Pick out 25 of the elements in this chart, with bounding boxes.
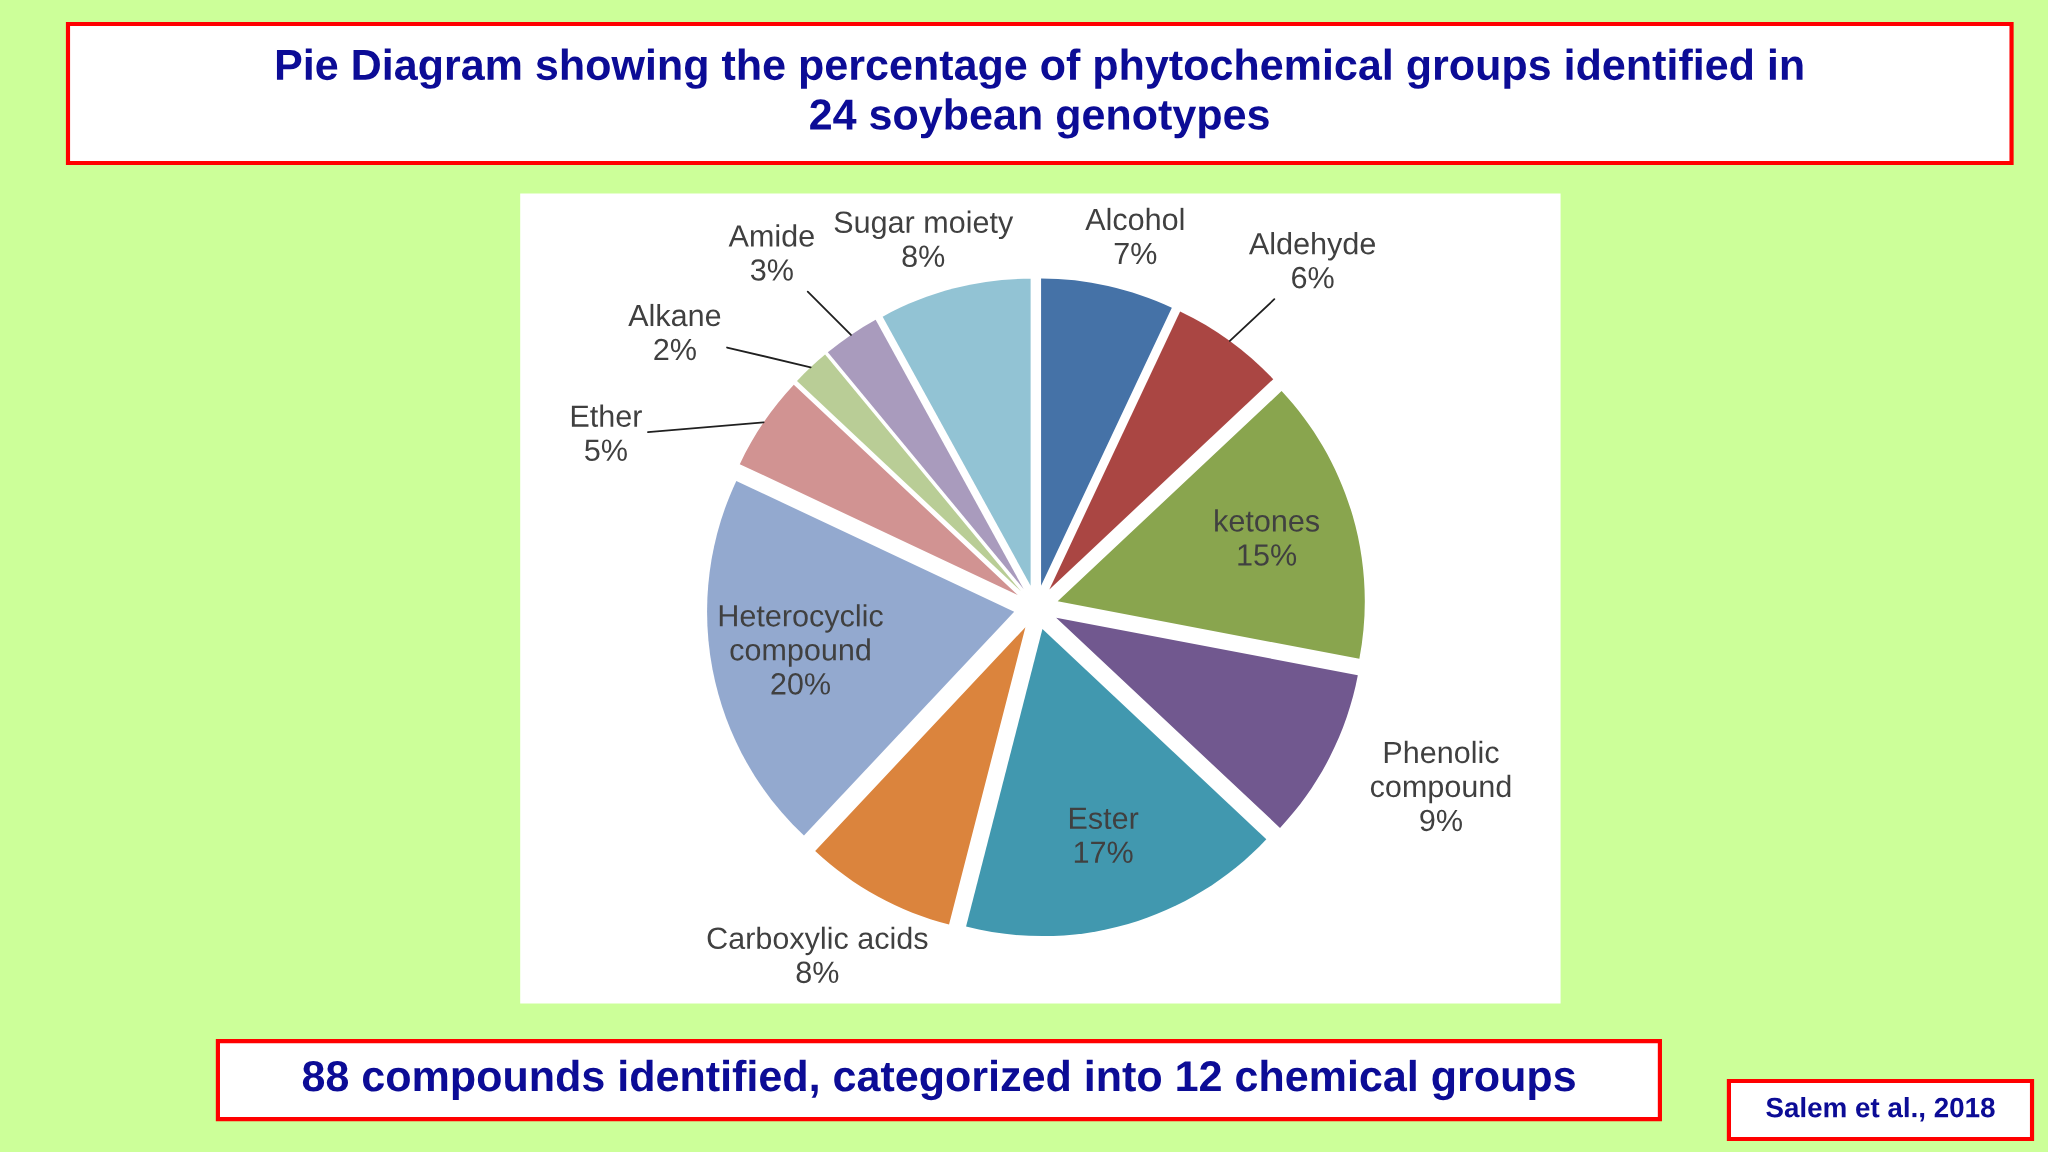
data-label: 17% xyxy=(1074,841,1133,863)
data-label: 2% xyxy=(654,338,696,361)
data-label: 15% xyxy=(1238,544,1297,566)
data-label: 6% xyxy=(1292,266,1334,289)
slice-label: Heterocyclic compound xyxy=(719,604,883,667)
slice-label: Sugar moiety xyxy=(834,210,1014,240)
slice-label: Alkane xyxy=(628,303,721,327)
text: 88 compounds identified, categorized into 12 chemical groups xyxy=(302,1059,1575,1101)
data-label: 3% xyxy=(750,259,793,281)
slice-label: Amide xyxy=(728,224,814,247)
slice-label: Carboxylic acids xyxy=(707,926,928,956)
chart-title: Pie Diagram showing the percentage of phytochemical groups identified in 24 soybean genotypes xyxy=(276,48,1803,139)
data-label: 5% xyxy=(585,439,627,462)
slice-label: Aldehyde xyxy=(1248,232,1375,261)
slice-label: Ether xyxy=(571,404,642,427)
data-label: 9% xyxy=(1420,809,1462,832)
data-label: 20% xyxy=(771,673,830,695)
data-label: 8% xyxy=(902,245,945,268)
slice-label: ketones xyxy=(1215,509,1320,532)
text: Salem et al., 2018 xyxy=(1766,1097,1995,1122)
data-label: 8% xyxy=(796,961,839,984)
slice-label: Alcohol xyxy=(1085,207,1184,231)
slice-label: Ester xyxy=(1069,807,1139,830)
data-label: 7% xyxy=(1114,242,1157,265)
slice-label: Phenolic compound xyxy=(1370,740,1511,804)
